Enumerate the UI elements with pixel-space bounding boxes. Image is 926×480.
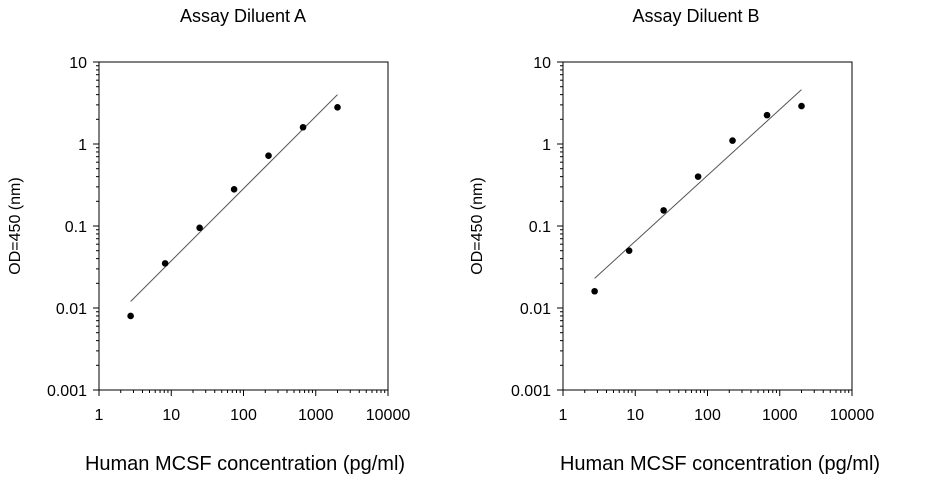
y-axis-label: OD=450 (nm) <box>7 177 24 274</box>
plot-marks: 1 10 100 1000 10000 0.001 0.01 0.1 1 10 <box>47 55 410 424</box>
x-tick-label: 10 <box>626 407 644 424</box>
y-tick-label: 0.1 <box>529 219 551 236</box>
data-point <box>729 137 736 144</box>
data-point <box>591 287 598 295</box>
data-point <box>694 173 702 180</box>
chart-title: Assay Diluent A <box>180 6 306 26</box>
x-axis-label: Human MCSF concentration (pg/ml) <box>560 453 880 475</box>
data-point <box>161 260 169 267</box>
data-point <box>625 247 633 254</box>
fit-line <box>594 89 802 279</box>
x-tick-label: 10 <box>162 407 180 424</box>
y-tick-label: 0.01 <box>520 301 551 318</box>
plot-frame <box>562 61 853 391</box>
y-tick-label: 1 <box>78 137 87 154</box>
data-point <box>798 102 805 110</box>
x-tick-label: 10000 <box>366 407 411 424</box>
y-tick-label: 1 <box>542 137 551 154</box>
y-axis-label: OD=450 (nm) <box>469 177 486 274</box>
x-axis-label: Human MCSF concentration (pg/ml) <box>85 453 405 475</box>
y-tick-label: 0.001 <box>511 383 551 400</box>
chart-assay-diluent-b: Assay Diluent B OD=450 (nm) Human MCSF c… <box>469 6 880 475</box>
x-tick-label: 1 <box>559 407 568 424</box>
data-point <box>265 152 272 159</box>
data-point <box>763 111 771 119</box>
data-point <box>334 104 341 111</box>
x-tick-label: 1000 <box>298 407 334 424</box>
x-tick-label: 1000 <box>762 407 798 424</box>
data-point <box>127 312 134 320</box>
data-point <box>196 224 203 232</box>
y-tick-label: 10 <box>69 55 87 72</box>
x-tick-label: 100 <box>694 407 721 424</box>
data-point <box>230 186 238 193</box>
fit-line <box>130 94 338 302</box>
y-tick-label: 0.1 <box>65 219 87 236</box>
x-tick-label: 10000 <box>830 407 875 424</box>
y-tick-label: 10 <box>533 55 551 72</box>
y-tick-label: 0.01 <box>56 301 87 318</box>
chart-assay-diluent-a: Assay Diluent A OD=450 (nm) Human MCSF c… <box>7 6 410 475</box>
data-point <box>660 207 667 214</box>
plot-marks: 1 10 100 1000 10000 0.001 0.01 0.1 1 10 <box>511 55 874 424</box>
chart-title: Assay Diluent B <box>632 6 759 26</box>
y-tick-label: 0.001 <box>47 383 87 400</box>
data-point <box>299 123 307 131</box>
plot-frame <box>98 61 389 391</box>
x-tick-label: 1 <box>95 407 104 424</box>
x-tick-label: 100 <box>230 407 257 424</box>
